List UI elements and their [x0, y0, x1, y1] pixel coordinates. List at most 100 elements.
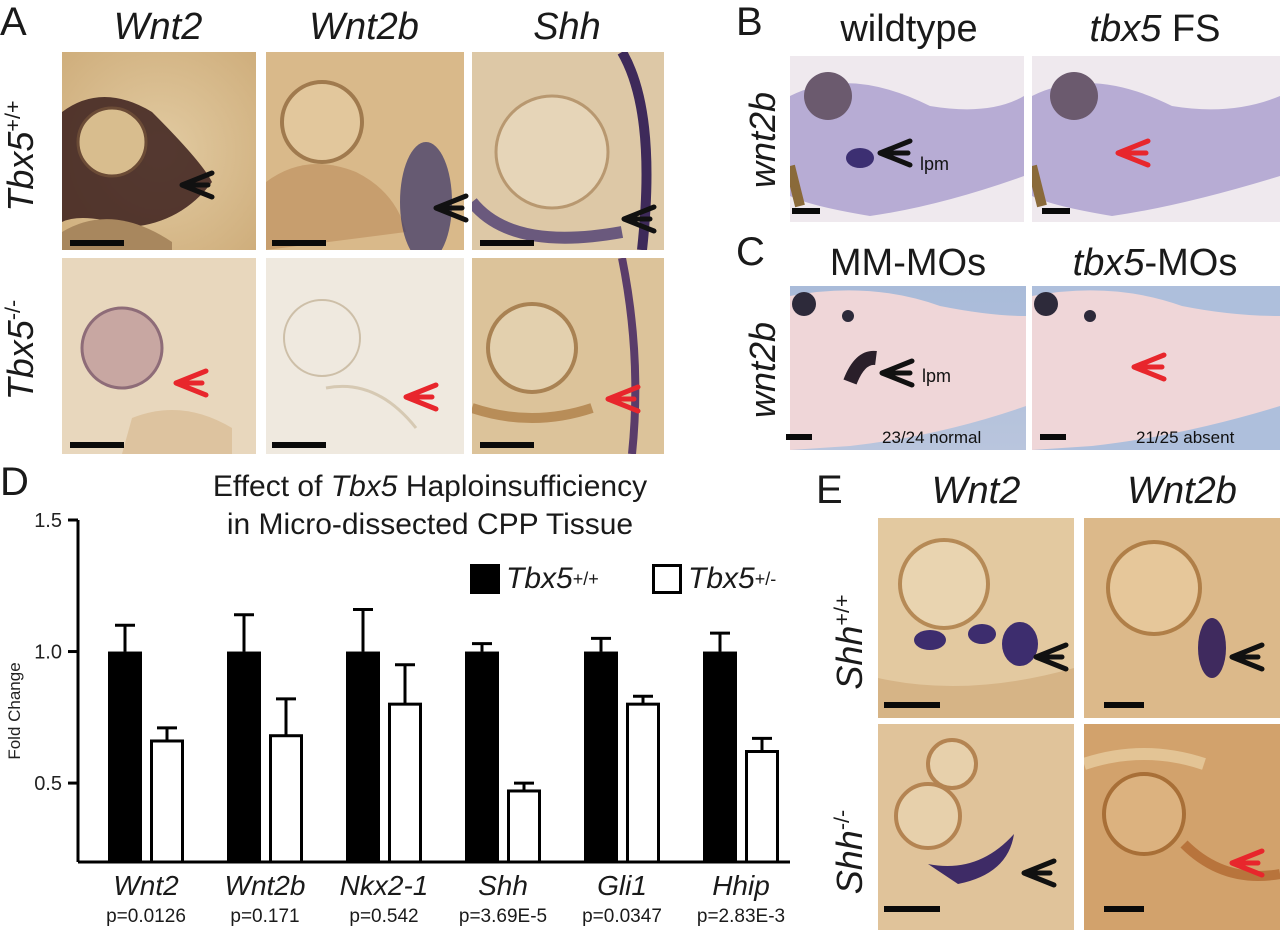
panel-e-letter: E	[816, 468, 843, 512]
panel-c-col-tbx5-ital: tbx5	[1072, 242, 1145, 284]
black-arrow-icon	[1033, 642, 1069, 672]
legend-label-het-sup: +/-	[754, 568, 777, 589]
panel-e-image-wnt2-knockout	[878, 724, 1074, 930]
scale-bar	[1040, 434, 1066, 440]
panel-a-row-wt-label: Tbx5+/+	[0, 86, 42, 226]
panel-c-letter: C	[736, 230, 765, 274]
panel-c-count-absent: 21/25 absent	[1136, 428, 1235, 447]
bar-wildtype	[108, 651, 142, 862]
y-tick-label: 0.5	[34, 773, 62, 795]
scale-bar	[1104, 906, 1144, 912]
panel-e-row-ko-label: Shh-/-	[829, 787, 871, 917]
black-arrow-icon	[621, 204, 657, 234]
panel-a-col-wnt2b: Wnt2b	[309, 6, 419, 48]
panel-a-image-shh-knockout	[472, 258, 664, 454]
chart-title-post: Haploinsufficiency	[397, 470, 648, 503]
panel-e-row-wt-gene: Shh	[829, 625, 870, 690]
y-tick-label: 1.0	[34, 642, 62, 664]
legend-item-het: Tbx5 +/-	[652, 562, 776, 596]
panel-a-row-ko-sup: -/-	[0, 299, 25, 321]
red-arrow-icon	[1229, 848, 1265, 878]
scale-bar	[792, 208, 820, 214]
scale-bar	[272, 240, 326, 246]
panel-c-image-tbx5-mos	[1032, 286, 1280, 450]
panel-c-row-label: wnt2b	[742, 321, 783, 419]
bar-wildtype	[584, 651, 618, 862]
panel-b-row-label: wnt2b	[742, 91, 783, 189]
panel-b-col-wildtype-text: wildtype	[840, 8, 978, 50]
chart-title: Effect of Tbx5 Haploinsufficiency in Mic…	[120, 468, 740, 543]
panel-c-col-mm-mos: MM-MOs	[792, 244, 1024, 282]
panel-d-letter: D	[0, 460, 29, 504]
scale-bar	[480, 240, 534, 246]
scale-bar	[884, 702, 940, 708]
panel-b-letter: B	[736, 0, 763, 44]
x-category-label: Shh	[478, 870, 528, 901]
scale-bar	[480, 442, 534, 448]
black-arrow-icon	[879, 358, 915, 388]
bar-wildtype	[465, 651, 499, 862]
panel-a-image-wnt2-wildtype	[62, 52, 256, 250]
panel-b-col-tbx5fs: tbx5 FS	[1030, 10, 1280, 48]
panel-b-col-tbx5fs-text: FS	[1161, 8, 1221, 50]
black-arrow-icon	[433, 193, 469, 223]
panel-e-image-wnt2b-knockout	[1084, 724, 1280, 930]
bar-het	[745, 750, 779, 864]
panel-b-col-wildtype: wildtype	[796, 10, 1022, 48]
panel-e-col-wnt2: Wnt2	[931, 470, 1021, 512]
bar-wildtype	[227, 651, 261, 862]
panel-a-row-ko-gene: Tbx5	[0, 320, 41, 401]
panel-a-col-wnt2: Wnt2	[113, 6, 203, 48]
panel-a-row-ko-label: Tbx5-/-	[0, 280, 42, 420]
scale-bar	[786, 434, 812, 440]
y-tick-label: 1.5	[34, 510, 62, 532]
bar-het	[150, 739, 184, 864]
panel-e-image-wnt2b-wildtype	[1084, 518, 1280, 718]
panel-a-col-shh: Shh	[533, 6, 601, 48]
panel-a-letter: A	[0, 0, 27, 44]
panel-e-image-wnt2-wildtype	[878, 518, 1074, 718]
panel-a-row-wt-sup: +/+	[0, 100, 25, 132]
bar-het	[269, 734, 303, 864]
panel-a-image-shh-wildtype	[472, 52, 664, 250]
bar-chart: 0.5 1.0 1.5 Fold Change	[5, 510, 790, 864]
panel-b-image-wildtype	[790, 56, 1024, 222]
panel-a-image-wnt2b-wildtype	[266, 52, 464, 250]
red-arrow-icon	[1131, 352, 1167, 382]
panel-e-row-ko-sup: -/-	[829, 809, 854, 831]
panel-a-row-wt-gene: Tbx5	[0, 131, 41, 212]
panel-e-row-wt-label: Shh+/+	[829, 577, 871, 707]
legend-swatch-open	[652, 564, 682, 594]
bar-het	[507, 789, 541, 864]
red-arrow-icon	[173, 368, 209, 398]
chart-title-ital: Tbx5	[330, 470, 398, 503]
p-value-label: p=0.171	[230, 906, 300, 927]
black-arrow-icon	[1229, 642, 1265, 672]
scale-bar	[272, 442, 326, 448]
bar-wildtype	[703, 651, 737, 862]
legend-label-het-gene: Tbx5	[688, 562, 755, 595]
legend-label-wildtype-gene: Tbx5	[506, 562, 573, 595]
legend-item-wildtype: Tbx5 +/+	[470, 562, 599, 596]
red-arrow-icon	[605, 384, 641, 414]
panel-c-col-tbx5-mos: tbx5-MOs	[1030, 244, 1280, 282]
x-category-label: Hhip	[712, 870, 770, 901]
x-category-label: Gli1	[597, 870, 647, 901]
scale-bar	[1104, 702, 1144, 708]
panel-b-lpm-label: lpm	[920, 154, 950, 174]
panel-a-image-wnt2-knockout	[62, 258, 256, 454]
black-arrow-icon	[877, 138, 913, 168]
panel-a-image-wnt2b-knockout	[266, 258, 464, 454]
x-category-label: Wnt2b	[224, 870, 306, 901]
p-value-label: p=0.542	[349, 906, 419, 927]
panel-e-col-wnt2b: Wnt2b	[1127, 470, 1237, 512]
y-axis-label: Fold Change	[5, 662, 24, 759]
p-value-label: p=3.69E-5	[458, 906, 548, 927]
panel-b-col-tbx5fs-ital: tbx5	[1089, 8, 1162, 50]
panel-c-col-tbx5-text: -MOs	[1144, 242, 1238, 284]
panel-c-image-mm-mos	[790, 286, 1026, 450]
x-category-label: Nkx2-1	[339, 870, 429, 901]
bar-het	[626, 702, 660, 864]
chart-title-line1: Effect of Tbx5 Haploinsufficiency	[120, 468, 740, 506]
p-value-label: p=2.83E-3	[696, 906, 786, 927]
